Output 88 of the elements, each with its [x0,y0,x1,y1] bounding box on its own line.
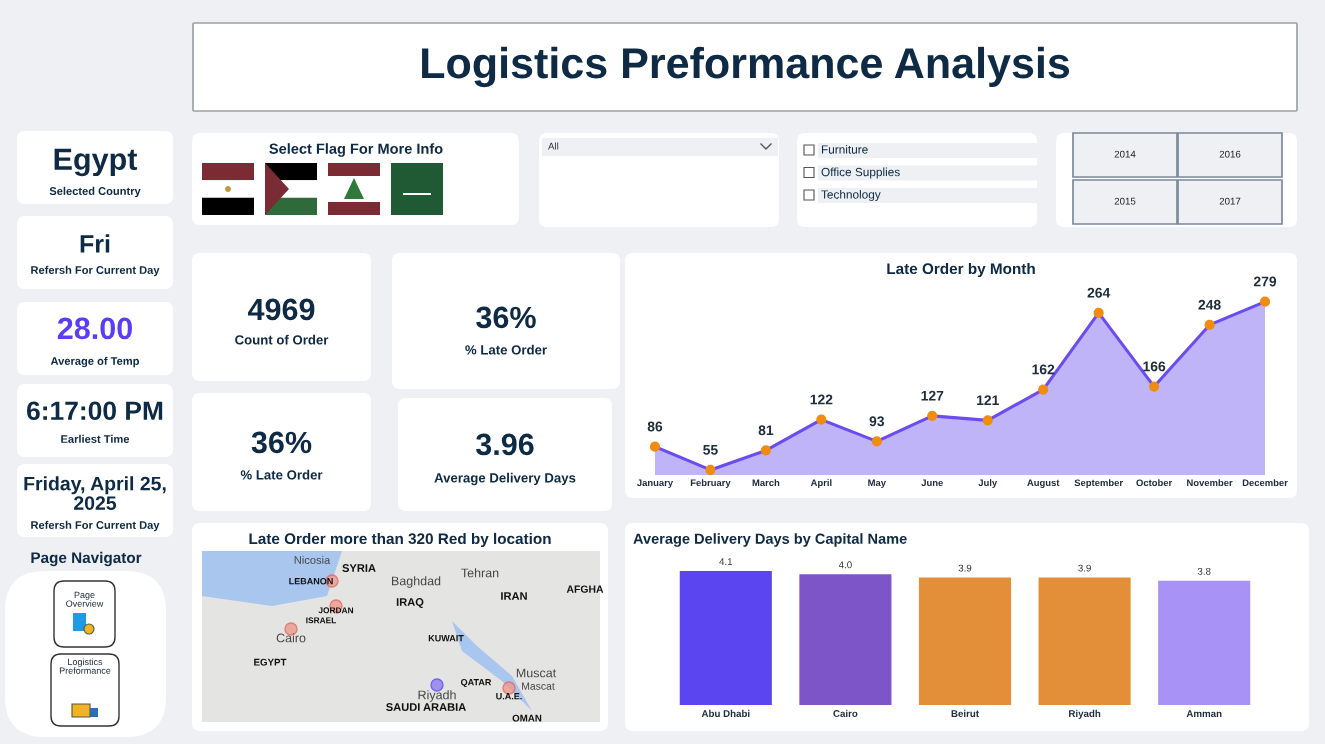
text: Page Navigator [31,551,142,567]
text: AFGHA [566,585,604,593]
data-label: 3.9 [958,564,972,572]
text: 2015 [1114,197,1136,205]
text: Nicosia [294,555,331,564]
text: SAUDI ARABIA [386,703,466,711]
text: JORDAN [318,607,354,614]
data-label: 81 [758,425,774,436]
x-tick-label: June [921,479,943,487]
x-tick-label: September [1074,479,1123,488]
text: 2016 [1219,150,1241,158]
text: OMAN [512,714,542,722]
text: SYRIA [342,564,376,572]
text: Selected Country [49,186,141,198]
data-label: 162 [1032,364,1055,375]
text: 6:17:00 PM [27,401,163,421]
text: Refersh For Current Day [31,520,160,532]
text: Technology [821,190,881,201]
x-tick-label: November [1187,479,1233,487]
text: LEBANON [289,578,333,585]
text: Muscat [516,668,557,678]
text: Tehran [461,568,499,578]
data-label: 248 [1198,299,1221,310]
data-label: 55 [703,445,718,455]
text: QATAR [460,679,492,688]
text: 28.00 [57,317,132,340]
text: % Late Order [465,344,547,355]
x-tick-label: October [1136,479,1173,487]
text: EGYPT [254,658,287,666]
x-tick-label: December [1242,479,1288,487]
text: 3.96 [475,433,534,456]
text: Fri [80,234,110,253]
data-label: 86 [647,421,663,432]
text: IRAQ [396,598,424,609]
text: % Late Order [240,469,323,480]
text: IRAN [501,592,527,600]
x-tick-label: Abu Dhabi [701,709,750,717]
text: 2017 [1219,197,1241,205]
text: Cairo [276,633,306,643]
data-label: 279 [1253,276,1277,287]
data-label: 264 [1087,287,1111,298]
text: Late Order more than 320 Red by location [249,532,551,548]
chart-title: Average Delivery Days by Capital Name [633,533,907,547]
x-tick-label: Riyadh [1069,709,1101,719]
data-label: 127 [921,390,944,401]
text: Egypt [54,148,138,177]
text: Friday, April 25, 2025 [24,476,166,510]
text: Refersh For Current Day [31,265,160,277]
text: Average of Temp [50,356,139,368]
text: U.A.E. [496,693,522,700]
text: Office Supplies [821,167,900,179]
data-label: 93 [869,416,885,427]
x-tick-label: February [690,479,731,488]
text: Count of Order [235,334,329,345]
text: 2014 [1114,150,1136,158]
data-label: 4.0 [838,561,852,569]
chart-title: Late Order by Month [887,262,1035,278]
text: Furniture [821,145,868,154]
x-tick-label: Amman [1186,710,1222,717]
data-label: 166 [1143,361,1166,372]
x-tick-label: Beirut [951,709,979,717]
x-tick-label: March [752,479,780,487]
text: Logistics Preformance Analysis [422,46,1070,88]
text: All [548,142,559,150]
text: 36% [251,431,312,454]
text: Earliest Time [61,434,130,443]
data-label: 3.8 [1197,567,1211,575]
text: Mascat [522,682,555,690]
x-tick-label: May [868,479,886,488]
text: Baghdad [392,576,441,588]
data-label: 4.1 [719,558,733,565]
data-label: 3.9 [1078,564,1091,572]
text: ISRAEL [306,617,337,624]
data-label: 121 [977,395,999,405]
text: KUWAIT [428,635,464,642]
x-tick-label: August [1027,479,1060,488]
x-tick-label: Cairo [833,709,858,717]
x-tick-label: July [978,479,998,488]
text: Page Overview [66,591,104,607]
text: Select Flag For More Info [269,143,443,157]
text: Average Delivery Days [434,472,576,486]
data-label: 122 [810,394,833,405]
x-tick-label: January [637,479,674,488]
text: 36% [476,306,536,329]
text: Riyadh [418,690,456,702]
x-tick-label: April [810,479,832,488]
text: 4969 [247,298,315,321]
text: Logistics Preformance [59,658,111,674]
